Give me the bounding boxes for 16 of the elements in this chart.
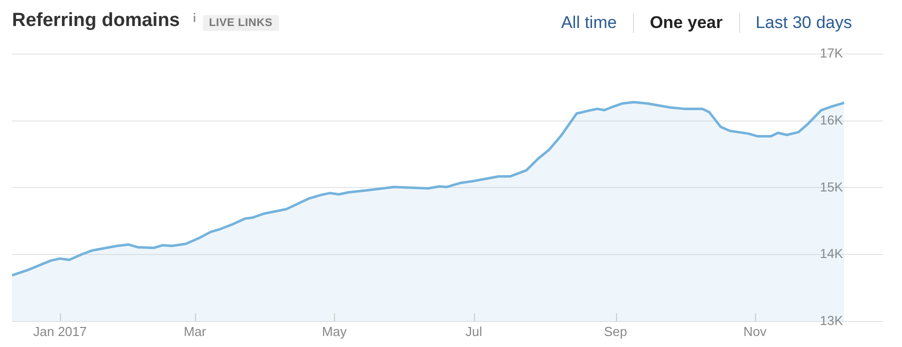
x-tick-label: Sep [604, 324, 628, 339]
y-tick-label: 13K [820, 312, 844, 328]
x-tick-label: Jul [465, 324, 482, 339]
y-tick-label: 16K [820, 112, 844, 128]
y-tick-label: 17K [820, 46, 844, 61]
y-tick-label: 14K [820, 246, 844, 262]
text: Last 30 days [738, 13, 868, 33]
x-tick-label: Jan 2017 [33, 324, 87, 339]
text: LIVE LINKS [203, 15, 279, 31]
chart-title: Referring domains [12, 10, 180, 32]
text: One year [632, 13, 739, 33]
y-tick-label: 15K [820, 179, 844, 194]
x-tick-label: Nov [743, 324, 768, 339]
x-tick-label: May [322, 324, 348, 339]
x-tick-label: Mar [184, 324, 207, 339]
text: All time [560, 13, 618, 33]
